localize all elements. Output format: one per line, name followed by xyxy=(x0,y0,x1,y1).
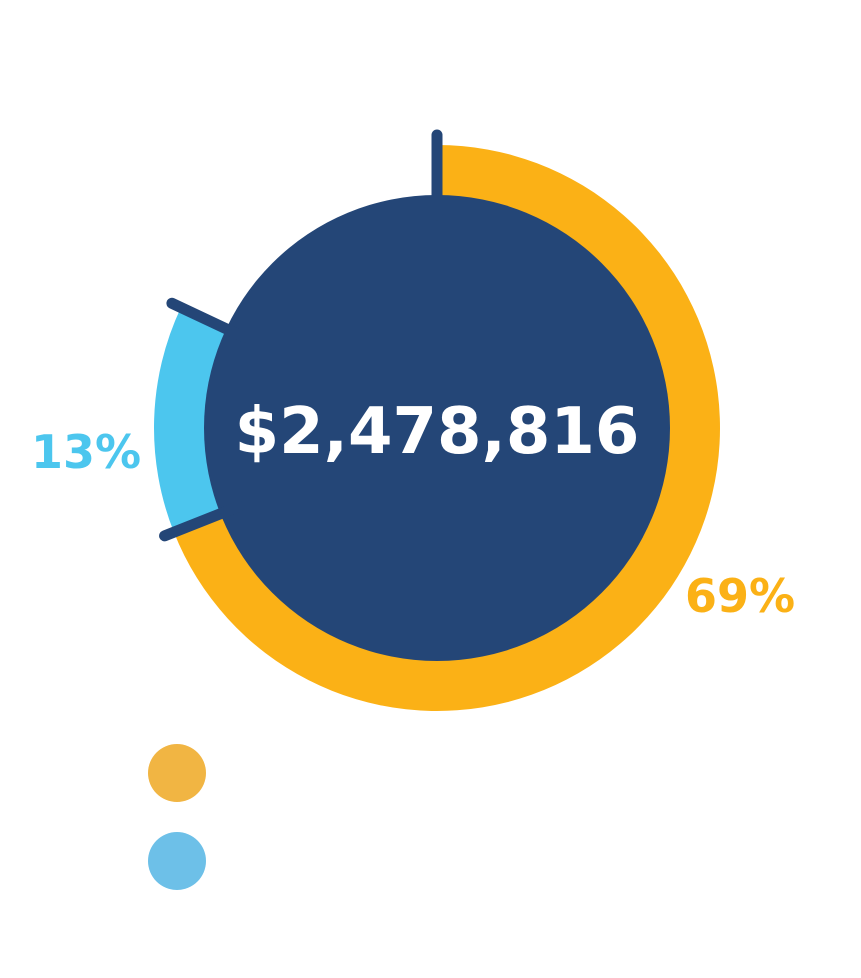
center-value: $2,478,816 xyxy=(235,395,640,469)
slice-label-69: 69% xyxy=(685,569,795,623)
legend-swatch xyxy=(148,832,206,890)
dividers-layer xyxy=(159,129,443,542)
center-disc xyxy=(204,195,670,661)
legend-swatch xyxy=(148,744,206,802)
slice-divider xyxy=(166,297,250,343)
slice-label-13: 13% xyxy=(31,425,141,479)
slice-divider xyxy=(159,500,245,542)
legend xyxy=(148,744,206,890)
